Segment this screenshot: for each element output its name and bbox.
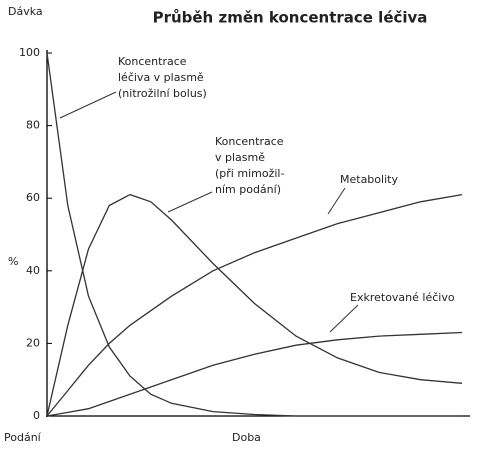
series-line: [46, 193, 463, 417]
y-tick-label: 60: [26, 191, 40, 204]
annotation: Metabolity: [340, 173, 398, 186]
annotation: v plasmě: [215, 151, 265, 164]
x-axis-label-start: Podání: [4, 431, 42, 444]
y-tick-label: 40: [26, 264, 40, 277]
y-tick-label: 100: [19, 46, 40, 59]
annotation-leader: [327, 187, 346, 215]
annotation: Koncentrace: [215, 135, 284, 148]
series-line: [46, 331, 463, 417]
chart-title: Průběh změn koncentrace léčiva: [153, 9, 428, 27]
annotation-leader: [167, 191, 213, 213]
annotation: Exkretované léčivo: [350, 291, 455, 304]
x-axis-label: Doba: [232, 431, 261, 444]
annotation: léčiva v plasmě: [118, 71, 204, 84]
y-tick-label: 20: [26, 336, 40, 349]
series-line: [46, 193, 463, 417]
annotation-leader: [59, 91, 117, 119]
annotation-leader: [329, 304, 359, 333]
y-axis-label-top: Dávka: [8, 5, 43, 18]
annotation: (při mimožil-: [215, 167, 284, 180]
y-axis-label: %: [8, 255, 18, 268]
series-line: [46, 52, 462, 417]
y-tick-label: 0: [33, 409, 40, 422]
annotation: ním podání): [215, 183, 281, 196]
annotation: (nitrožilní bolus): [118, 87, 207, 100]
annotation: Koncentrace: [118, 55, 187, 68]
y-tick-label: 80: [26, 119, 40, 132]
